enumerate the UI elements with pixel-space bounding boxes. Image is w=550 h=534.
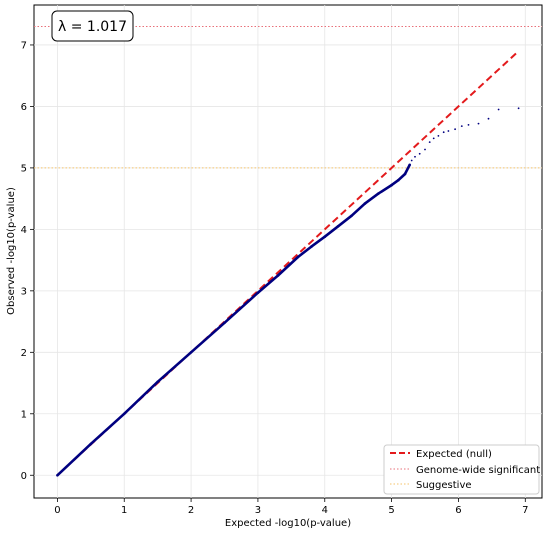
x-axis-label: Expected -log10(p-value) [225,518,351,529]
observed-point-22 [424,148,426,151]
observed-point-33 [497,108,500,111]
observed-point-6 [256,291,260,295]
observed-point-0 [56,474,59,477]
observed-point-5 [223,321,226,325]
observed-point-31 [477,122,480,125]
x-tick-label-2: 2 [188,505,194,516]
observed-point-24 [432,137,435,140]
y-tick-label-3: 3 [21,286,27,297]
observed-point-10 [323,235,327,238]
y-tick-label-2: 2 [21,348,27,359]
observed-point-11 [336,225,340,228]
x-axis-ticks: 0 1 2 3 4 5 6 7 [54,498,528,516]
observed-point-4 [189,351,193,354]
legend-label-genome-wide: Genome-wide significant [416,465,540,476]
observed-point-17 [403,172,407,176]
observed-point-21 [418,152,421,155]
x-tick-label-4: 4 [322,505,328,516]
observed-point-12 [350,214,353,218]
observed-point-29 [460,125,463,127]
grid [34,5,542,498]
observed-point-19 [410,159,413,162]
observed-point-16 [397,178,400,182]
y-axis-label: Observed -log10(p-value) [6,187,17,315]
observed-point-34 [517,107,520,110]
observed-point-20 [414,155,416,158]
x-tick-label-0: 0 [54,505,60,516]
observed-point-8 [296,255,300,259]
observed-point-15 [390,183,393,187]
y-tick-label-0: 0 [21,471,27,482]
observed-point-23 [428,141,431,144]
observed-point-3 [156,380,159,384]
y-axis-ticks: 0 1 2 3 4 5 6 7 [21,40,34,482]
plot-area [33,4,543,499]
observed-point-1 [89,442,93,446]
y-tick-label-5: 5 [21,163,27,174]
observed-point-14 [376,192,380,195]
y-tick-label-7: 7 [21,40,27,51]
y-tick-label-1: 1 [21,409,27,420]
observed-point-27 [447,130,450,132]
observed-point-7 [276,274,280,277]
legend-label-expected: Expected (null) [416,449,492,460]
y-tick-label-6: 6 [21,102,27,113]
legend: Expected (null) Genome-wide significant … [383,444,540,495]
lambda-annotation: λ = 1.017 [51,10,134,42]
lambda-value: λ = 1.017 [58,19,127,35]
y-tick-label-4: 4 [21,225,27,236]
observed-point-13 [363,202,367,205]
observed-point-2 [122,412,126,416]
x-tick-label-7: 7 [522,505,528,516]
observed-point-26 [442,131,445,134]
observed-point-30 [467,124,470,126]
observed-points [56,107,520,477]
observed-point-9 [310,245,313,248]
x-tick-label-6: 6 [455,505,461,516]
x-tick-label-3: 3 [255,505,261,516]
observed-point-28 [454,128,456,131]
x-tick-label-5: 5 [388,505,394,516]
observed-point-25 [437,135,440,137]
legend-label-suggestive: Suggestive [416,480,472,491]
x-tick-label-1: 1 [121,505,127,516]
observed-point-18 [408,163,412,167]
observed-point-32 [487,117,490,120]
